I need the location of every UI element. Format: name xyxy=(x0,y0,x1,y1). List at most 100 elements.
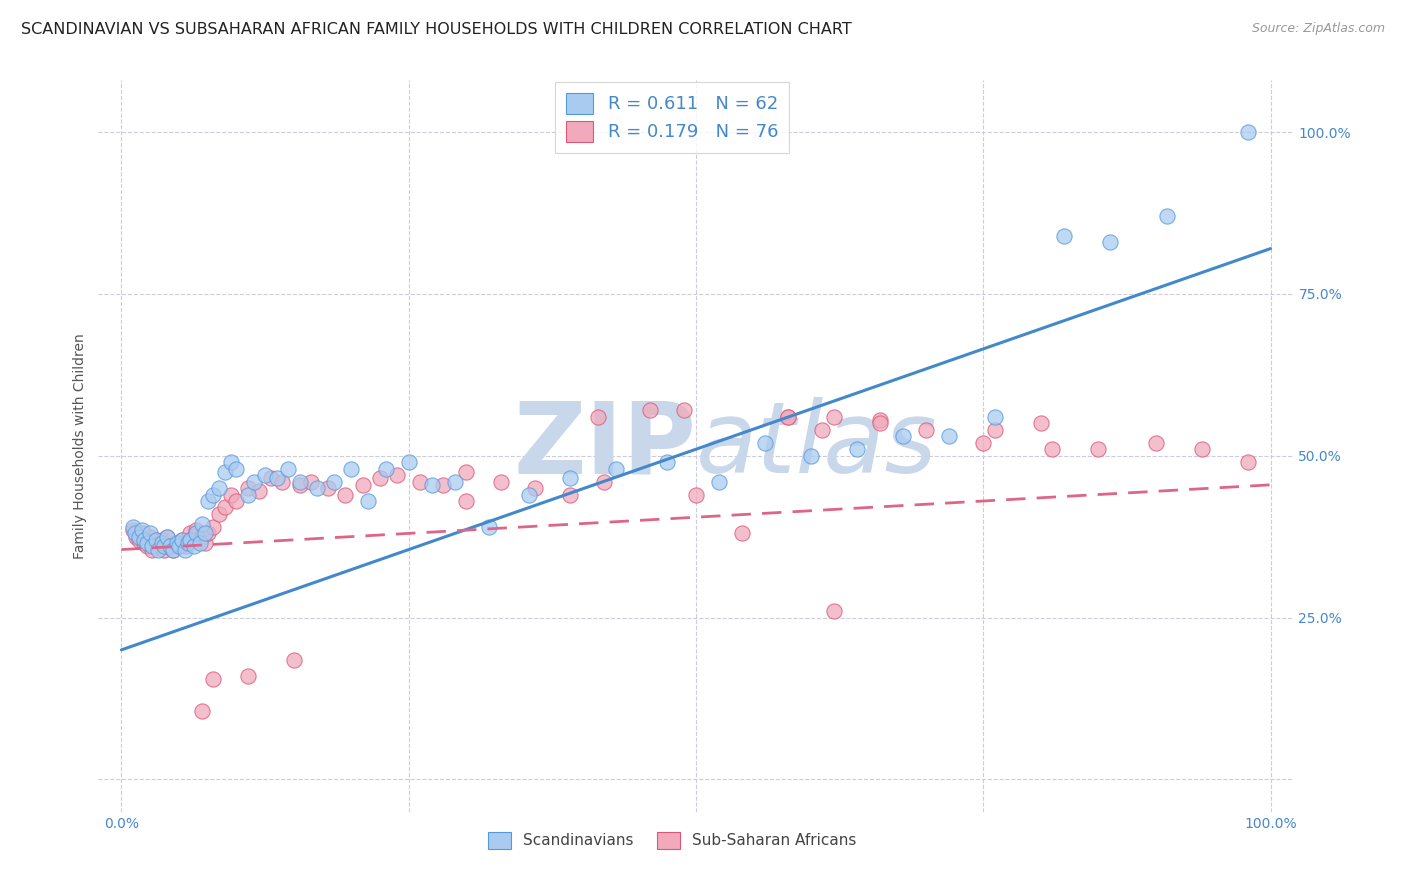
Point xyxy=(335,487,357,501)
Point xyxy=(638,403,661,417)
Text: SCANDINAVIAN VS SUBSAHARAN AFRICAN FAMILY HOUSEHOLDS WITH CHILDREN CORRELATION C: SCANDINAVIAN VS SUBSAHARAN AFRICAN FAMIL… xyxy=(21,22,852,37)
Point xyxy=(225,494,247,508)
Point xyxy=(823,604,845,618)
Point xyxy=(299,475,322,489)
Point xyxy=(1087,442,1109,457)
Point xyxy=(707,475,730,489)
Point xyxy=(1236,455,1258,469)
Point xyxy=(183,539,205,553)
Point xyxy=(177,536,200,550)
Point xyxy=(1040,442,1063,457)
Point xyxy=(197,494,219,508)
Point xyxy=(135,536,157,550)
Point xyxy=(219,487,242,501)
Point xyxy=(122,523,145,537)
Point xyxy=(177,533,200,547)
Point xyxy=(1191,442,1213,457)
Point xyxy=(191,530,214,544)
Point xyxy=(150,536,173,550)
Point xyxy=(128,530,150,544)
Point xyxy=(159,539,181,553)
Point xyxy=(605,461,627,475)
Point xyxy=(869,413,891,427)
Point xyxy=(1053,228,1076,243)
Point xyxy=(1156,209,1178,223)
Point xyxy=(1098,235,1121,249)
Point xyxy=(166,536,188,550)
Point xyxy=(159,539,181,553)
Point xyxy=(148,542,170,557)
Point xyxy=(869,417,891,431)
Point xyxy=(188,536,211,550)
Point xyxy=(173,542,195,557)
Point xyxy=(247,484,270,499)
Point xyxy=(340,461,363,475)
Point xyxy=(184,526,207,541)
Point xyxy=(153,542,176,557)
Point xyxy=(420,478,443,492)
Point xyxy=(305,481,328,495)
Point xyxy=(148,539,170,553)
Point xyxy=(139,526,162,541)
Point xyxy=(984,409,1007,424)
Point xyxy=(456,465,478,479)
Text: Source: ZipAtlas.com: Source: ZipAtlas.com xyxy=(1251,22,1385,36)
Point xyxy=(409,475,432,489)
Point xyxy=(316,481,339,495)
Point xyxy=(517,487,540,501)
Point xyxy=(141,542,163,557)
Point xyxy=(558,471,581,485)
Point xyxy=(277,461,299,475)
Point xyxy=(173,539,195,553)
Point xyxy=(141,539,163,553)
Point xyxy=(891,429,914,443)
Point xyxy=(984,423,1007,437)
Point xyxy=(125,530,148,544)
Point xyxy=(135,539,157,553)
Point xyxy=(288,475,311,489)
Text: ZIP: ZIP xyxy=(513,398,696,494)
Point xyxy=(134,533,156,547)
Point xyxy=(214,500,236,515)
Point xyxy=(914,423,936,437)
Point xyxy=(254,468,277,483)
Point xyxy=(754,435,776,450)
Point xyxy=(845,442,868,457)
Point xyxy=(208,481,231,495)
Point xyxy=(588,409,610,424)
Point xyxy=(242,475,264,489)
Point xyxy=(191,516,214,531)
Point xyxy=(558,487,581,501)
Point xyxy=(685,487,707,501)
Point xyxy=(236,669,259,683)
Point xyxy=(357,494,380,508)
Point xyxy=(938,429,960,443)
Point xyxy=(385,468,409,483)
Point xyxy=(183,530,205,544)
Point xyxy=(202,672,225,686)
Point xyxy=(214,465,236,479)
Point xyxy=(156,530,179,544)
Point xyxy=(145,533,167,547)
Point xyxy=(811,423,834,437)
Text: atlas: atlas xyxy=(696,398,938,494)
Point xyxy=(1144,435,1167,450)
Point xyxy=(167,539,190,553)
Point xyxy=(122,520,145,534)
Point xyxy=(776,409,799,424)
Point xyxy=(162,542,184,557)
Point xyxy=(731,526,754,541)
Point xyxy=(179,526,201,541)
Point xyxy=(179,533,201,547)
Point xyxy=(776,409,799,424)
Point xyxy=(166,536,188,550)
Point xyxy=(972,435,994,450)
Point xyxy=(150,533,173,547)
Point xyxy=(374,461,396,475)
Point xyxy=(524,481,547,495)
Point xyxy=(368,471,391,485)
Point xyxy=(271,475,294,489)
Point xyxy=(657,455,679,469)
Point xyxy=(432,478,454,492)
Point xyxy=(800,449,823,463)
